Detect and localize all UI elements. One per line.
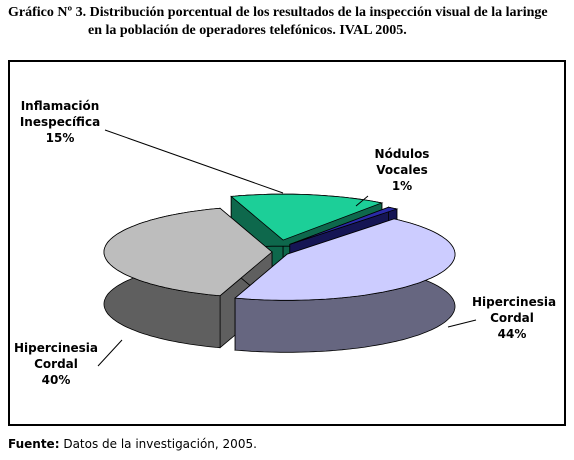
slice-top — [289, 206, 399, 245]
slice — [234, 218, 456, 353]
chart-frame — [8, 60, 566, 426]
slice-top — [103, 207, 273, 297]
slice-value-label: 44% — [497, 327, 527, 341]
leader-line — [97, 339, 123, 367]
slice-value-label: 1% — [391, 179, 413, 193]
slice-value-label: 15% — [45, 131, 75, 145]
slice-top — [230, 193, 384, 241]
slice-label: Nódulos Vocales — [374, 147, 430, 177]
source-label: Fuente: — [8, 437, 60, 451]
leader-line — [104, 129, 284, 194]
source: Fuente: Datos de la investigación, 2005. — [8, 437, 257, 451]
leader-line — [447, 319, 477, 328]
slice — [103, 207, 273, 349]
slice-label: Hipercinesia Cordal — [472, 295, 557, 325]
slice-top — [234, 218, 456, 301]
source-text: Datos de la investigación, 2005. — [63, 437, 257, 451]
slice-label: Hipercinesia Cordal — [13, 341, 99, 371]
slice-value-label: 40% — [41, 373, 71, 387]
chart-title: Gráfico Nº 3. Distribución porcentual de… — [8, 5, 548, 38]
leader-line — [355, 195, 369, 207]
slice-label: Inflamación Inespecífica — [19, 99, 101, 129]
